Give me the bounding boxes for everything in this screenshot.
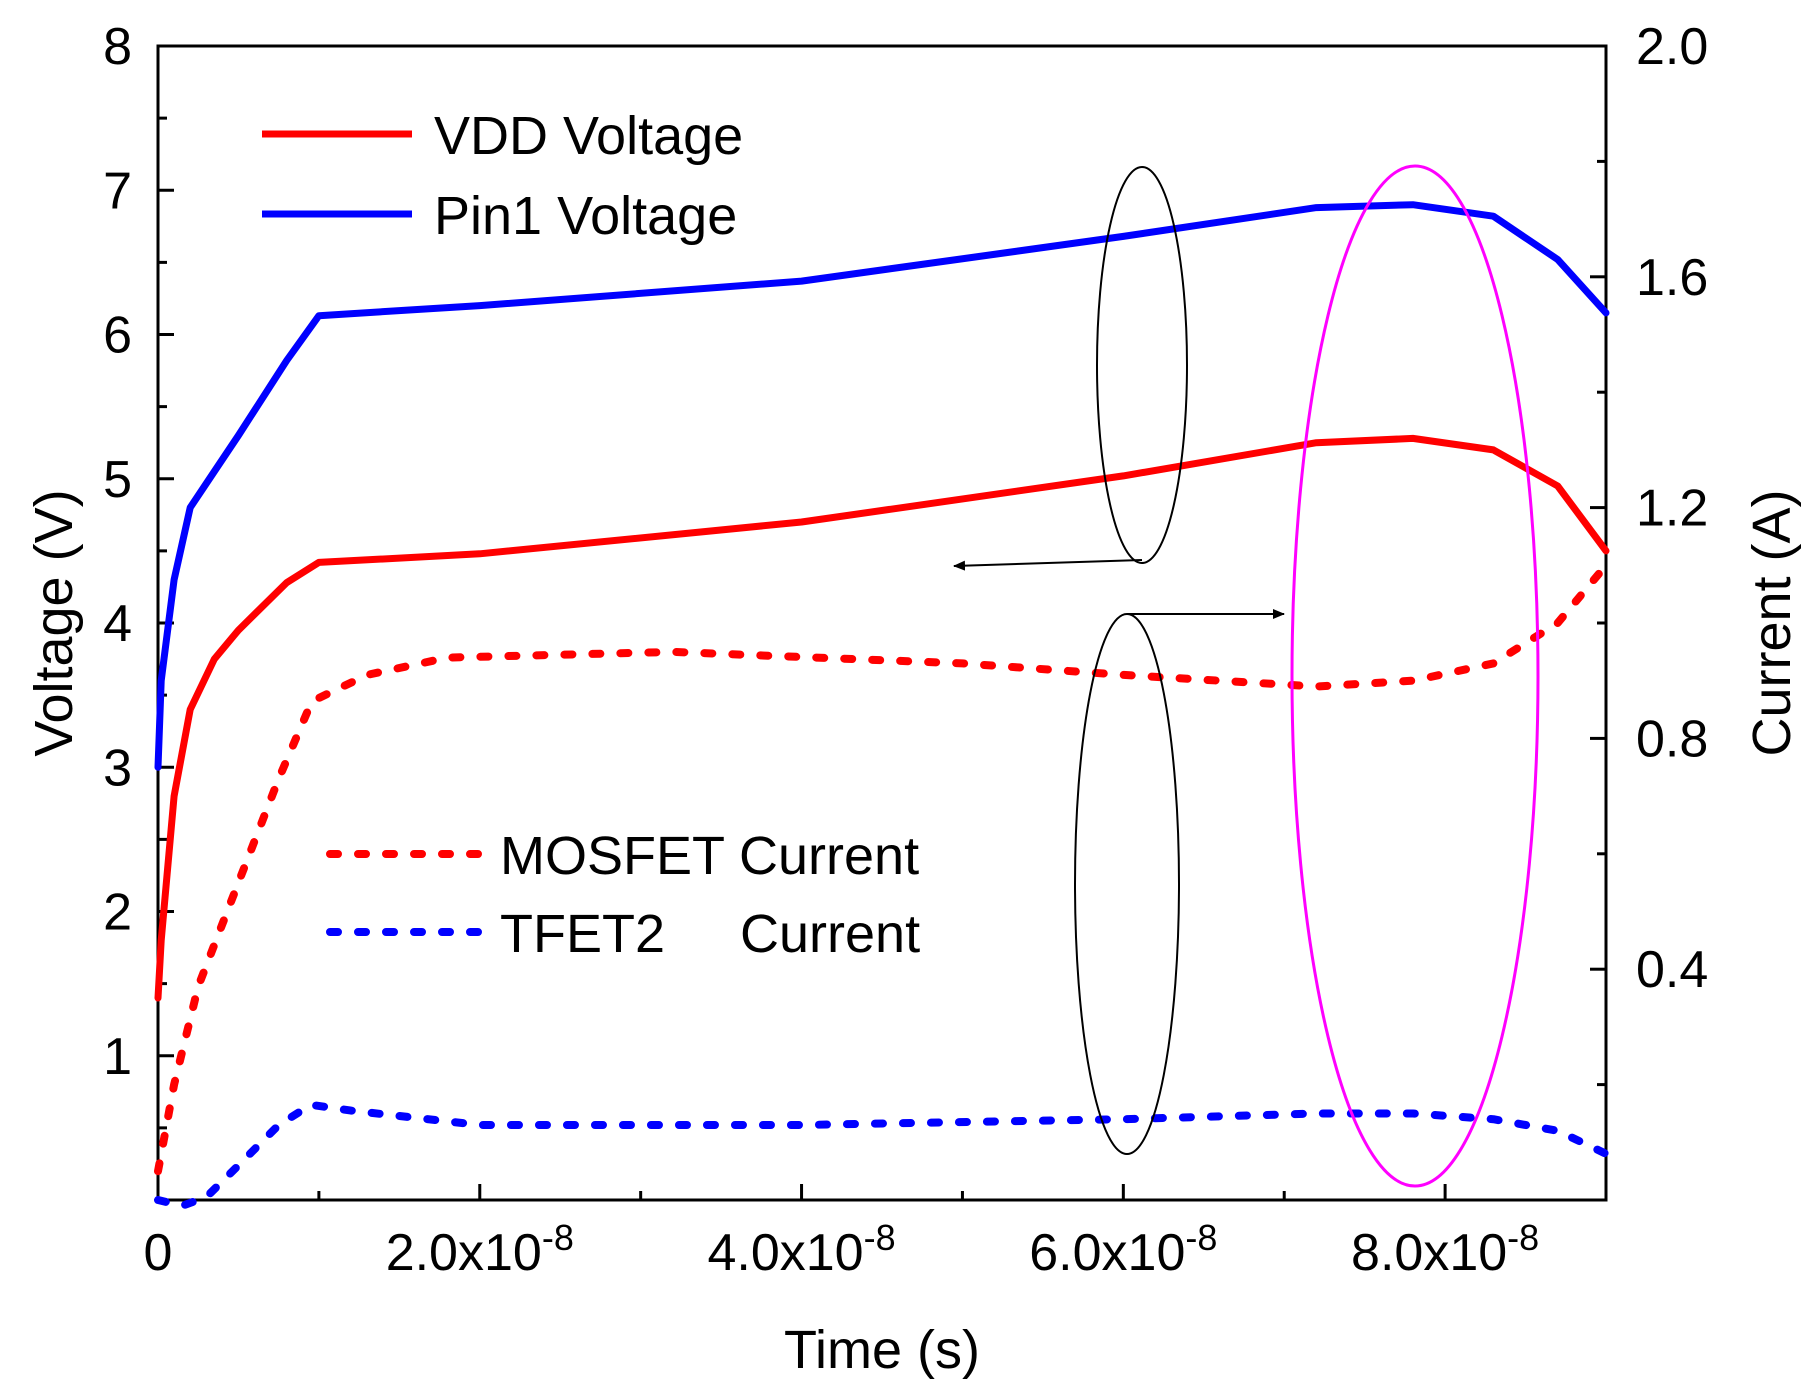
y-tick-label: 2 <box>103 884 132 942</box>
vdd-voltage-series <box>154 434 1610 1002</box>
x-axis-title: Time (s) <box>784 1320 980 1380</box>
x-tick-label-exponent: -8 <box>1507 1217 1539 1258</box>
pin1-voltage-series <box>154 201 1610 771</box>
legend-label-pin1: Pin1 Voltage <box>434 186 737 246</box>
legend-label-mosfet: MOSFET Current <box>500 826 919 886</box>
x-tick-label: 0 <box>144 1224 173 1282</box>
legend: VDD Voltage Pin1 Voltage MOSFET Current … <box>262 106 920 964</box>
left-axis-arrow <box>953 559 1143 571</box>
x-tick-label-base: 0 <box>144 1224 173 1282</box>
x-tick-label: 8.0x10-8 <box>1351 1217 1539 1282</box>
x-tick-label: 6.0x10-8 <box>1029 1217 1217 1282</box>
x-tick-label-base: 6.0x10 <box>1029 1224 1185 1282</box>
y2-tick-label: 1.6 <box>1636 249 1708 307</box>
y2-tick-label: 2.0 <box>1636 18 1708 76</box>
x-tick-label: 2.0x10-8 <box>386 1217 574 1282</box>
y2-tick-label: 0.8 <box>1636 710 1708 768</box>
y-tick-label: 6 <box>103 307 132 365</box>
x-tick-label-base: 4.0x10 <box>707 1224 863 1282</box>
y-tick-label: 3 <box>103 739 132 797</box>
y2-axis-title: Current (A) <box>1742 489 1802 756</box>
peak-highlight-ellipse <box>1290 164 1540 1188</box>
legend-label-vdd: VDD Voltage <box>434 106 743 166</box>
x-tick-label: 4.0x10-8 <box>707 1217 895 1282</box>
y-tick-label: 7 <box>103 162 132 220</box>
y-tick-label: 5 <box>103 451 132 509</box>
y2-tick-label: 1.2 <box>1636 480 1708 538</box>
y-axis-title: Voltage (V) <box>24 489 84 756</box>
ticks-layer: 0 2.0x10-8 4.0x10-8 6.0x10-8 8.0x10-81234567… <box>103 18 1708 1282</box>
x-tick-label-exponent: -8 <box>542 1217 574 1258</box>
current-annotation-ellipse <box>1074 613 1180 1155</box>
y2-tick-label: 0.4 <box>1636 941 1708 999</box>
legend-label-tfet2: TFET2 Current <box>500 904 920 964</box>
voltage-annotation-ellipse <box>1096 166 1188 564</box>
y-tick-label: 4 <box>103 595 132 653</box>
x-tick-label-base: 2.0x10 <box>386 1224 542 1282</box>
x-tick-label-base: 8.0x10 <box>1351 1224 1507 1282</box>
plot-frame <box>156 44 1608 1202</box>
y-tick-label: 8 <box>103 18 132 76</box>
mosfet-current-series <box>154 561 1610 1176</box>
x-tick-label-exponent: -8 <box>864 1217 896 1258</box>
tfet2-current-series <box>154 1100 1610 1210</box>
x-tick-label-exponent: -8 <box>1185 1217 1217 1258</box>
series-layer <box>154 201 1610 1210</box>
y-tick-label: 1 <box>103 1028 132 1086</box>
